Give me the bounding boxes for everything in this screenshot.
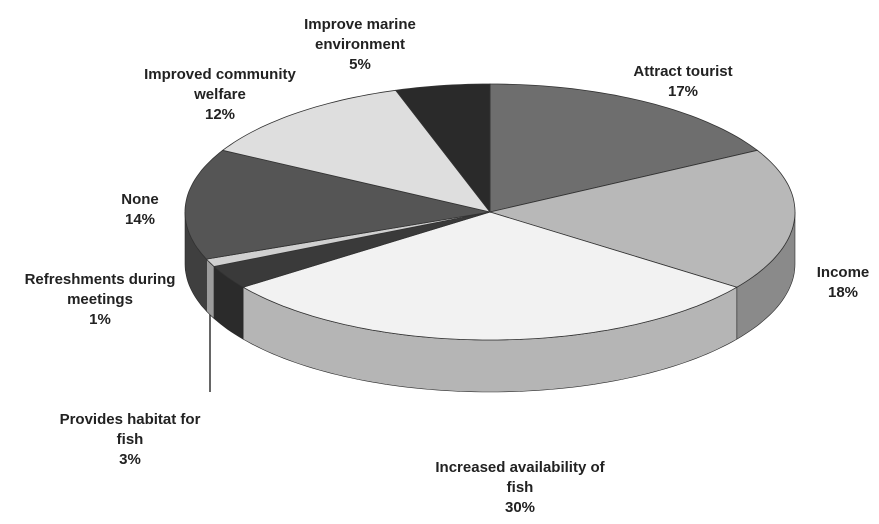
slice-label: Income 18% <box>803 263 879 303</box>
slice-side-shade <box>243 287 737 392</box>
slice-label: Refreshments during meetings 1% <box>0 270 205 330</box>
slice-side-shade <box>206 259 214 319</box>
slice <box>242 211 738 341</box>
category-label: Income <box>816 264 870 281</box>
value-label: 18% <box>827 284 859 301</box>
slice-label: Attract tourist 17% <box>598 62 768 102</box>
category-label: None <box>121 191 159 208</box>
slice <box>394 83 491 214</box>
category-label: Improved community welfare <box>144 66 296 103</box>
slice-label: None 14% <box>100 190 180 230</box>
category-label: Attract tourist <box>633 63 733 80</box>
slice-label: Provides habitat for fish 3% <box>45 410 215 470</box>
value-label: 1% <box>89 311 111 328</box>
slice-side-shade <box>214 266 244 340</box>
value-label: 3% <box>119 451 141 468</box>
category-label: Provides habitat for fish <box>59 411 201 448</box>
value-label: 12% <box>204 106 236 123</box>
category-label: Refreshments during meetings <box>24 271 176 308</box>
category-label: Increased availability of fish <box>435 459 605 496</box>
pie-group <box>184 83 796 393</box>
value-label: 30% <box>504 499 536 516</box>
value-label: 5% <box>349 56 371 73</box>
slice-label: Increased availability of fish 30% <box>425 458 615 518</box>
slice <box>488 149 796 288</box>
value-label: 14% <box>124 211 156 228</box>
slice-side-shade <box>736 212 795 340</box>
slice <box>184 149 491 260</box>
category-label: Improve marine environment <box>304 16 416 53</box>
slice <box>221 89 492 213</box>
slice-label: Improved community welfare 12% <box>135 65 305 125</box>
slice <box>213 211 491 288</box>
value-label: 17% <box>667 83 699 100</box>
slice-label: Improve marine environment 5% <box>285 15 435 75</box>
slice <box>489 83 759 213</box>
